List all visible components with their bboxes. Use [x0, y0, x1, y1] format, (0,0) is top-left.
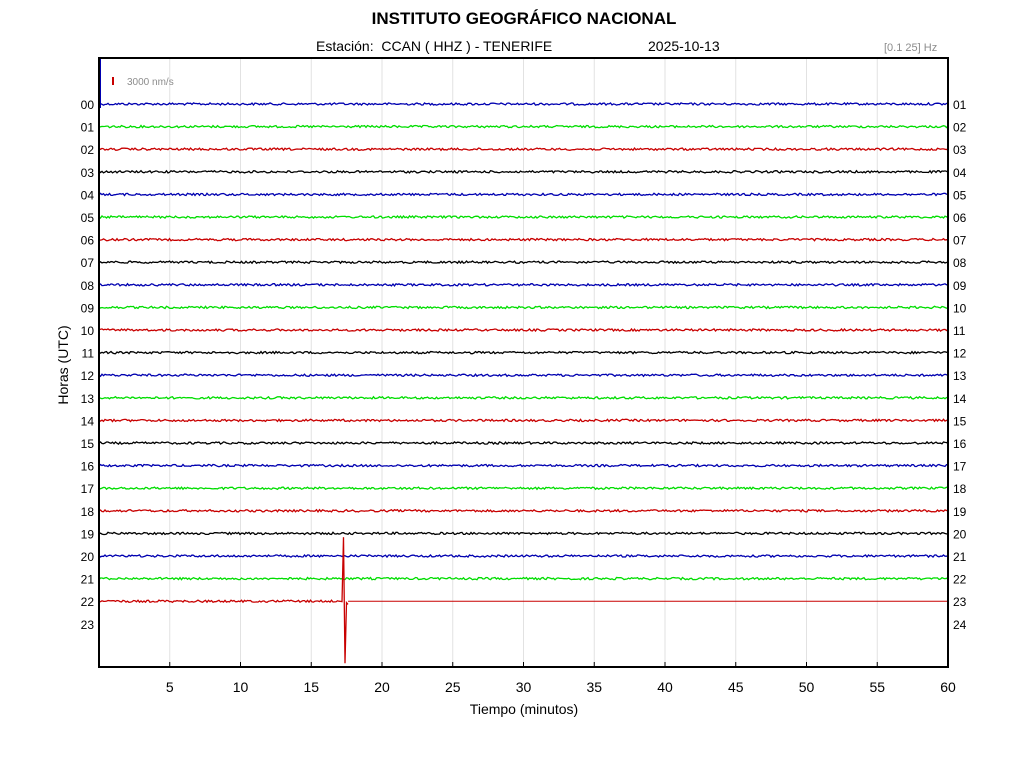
scale-bar-icon [112, 77, 114, 85]
hour-label-left: 07 [81, 256, 95, 270]
hour-label-left: 13 [81, 392, 95, 406]
hour-label-left: 09 [81, 301, 95, 315]
trace-hour-13 [98, 395, 949, 400]
trace-hour-05 [98, 214, 949, 220]
hour-label-left: 23 [81, 618, 95, 632]
trace-hour-00 [98, 101, 949, 107]
x-tick-label: 5 [166, 679, 174, 695]
trace-hour-02 [98, 147, 949, 152]
x-tick-label: 55 [869, 679, 885, 695]
hour-label-right: 04 [953, 166, 967, 180]
hour-label-right: 19 [953, 505, 967, 519]
hour-label-right: 05 [953, 188, 967, 202]
x-tick-label: 45 [728, 679, 744, 695]
trace-hour-18 [98, 508, 949, 514]
trace-hour-16 [98, 463, 948, 468]
hour-label-right: 09 [953, 279, 967, 293]
trace-hour-01 [98, 124, 949, 129]
x-tick-label: 15 [303, 679, 319, 695]
trace-hour-10 [98, 327, 949, 333]
trace-hour-03 [98, 169, 949, 175]
hour-label-right: 06 [953, 211, 967, 225]
x-tick-label: 60 [940, 679, 956, 695]
x-ticks: 5 10 15 20 25 30 35 40 45 50 55 60 [166, 662, 956, 695]
hour-label-left: 04 [81, 188, 95, 202]
x-tick-label: 50 [799, 679, 815, 695]
hour-label-left: 01 [81, 121, 95, 135]
trace-hour-19 [98, 531, 949, 536]
station-info: Estación: CCAN ( HHZ ) - TENERIFE [316, 38, 553, 54]
trace-hour-08 [98, 282, 949, 288]
hour-label-right: 11 [953, 324, 966, 338]
hour-label-right: 16 [953, 437, 967, 451]
record-date: 2025-10-13 [648, 38, 720, 54]
hour-label-left: 08 [81, 279, 95, 293]
trace-hour-12 [98, 373, 949, 378]
trace-hour-14 [98, 418, 949, 423]
x-axis-label: Tiempo (minutos) [470, 701, 578, 717]
trace-hour-11 [98, 350, 949, 355]
hour-label-left: 19 [81, 527, 95, 541]
hour-label-right: 12 [953, 347, 967, 361]
hour-label-right: 22 [953, 573, 967, 587]
hour-label-left: 16 [81, 460, 95, 474]
hour-label-right: 24 [953, 618, 967, 632]
hour-label-left: 21 [81, 573, 95, 587]
hour-label-left: 05 [81, 211, 95, 225]
trace-hour-21 [98, 576, 949, 582]
trace-hour-06 [98, 237, 949, 242]
x-tick-label: 35 [586, 679, 602, 695]
hour-label-right: 18 [953, 482, 967, 496]
hour-label-right: 15 [953, 414, 967, 428]
trace-hour-17 [98, 486, 949, 491]
x-tick-label: 10 [233, 679, 249, 695]
hour-label-right: 10 [953, 301, 967, 315]
hour-label-right: 01 [953, 98, 967, 112]
hour-label-left: 17 [81, 482, 95, 496]
hour-label-right: 13 [953, 369, 967, 383]
hour-label-left: 20 [81, 550, 95, 564]
trace-hour-07 [98, 260, 949, 265]
hour-label-left: 15 [81, 437, 95, 451]
x-tick-label: 40 [657, 679, 673, 695]
x-tick-label: 25 [445, 679, 461, 695]
trace-hour-20 [98, 553, 949, 559]
hour-label-left: 22 [81, 595, 95, 609]
hour-label-right: 03 [953, 143, 967, 157]
x-tick-label: 20 [374, 679, 390, 695]
hour-label-right: 07 [953, 234, 967, 248]
hour-label-right: 23 [953, 595, 967, 609]
hour-label-left: 10 [81, 324, 95, 338]
hour-label-left: 03 [81, 166, 95, 180]
hour-label-left: 02 [81, 143, 95, 157]
grid [169, 58, 878, 667]
hour-label-right: 21 [953, 550, 967, 564]
page-title: INSTITUTO GEOGRÁFICO NACIONAL [371, 9, 677, 28]
hour-label-right: 20 [953, 527, 967, 541]
filter-band: [0.1 25] Hz [884, 42, 938, 54]
hour-label-right: 08 [953, 256, 967, 270]
trace-hour-15 [98, 440, 949, 446]
hour-label-left: 12 [81, 369, 95, 383]
trace-hour-04 [98, 192, 949, 197]
hour-label-left: 06 [81, 234, 95, 248]
trace-hour-09 [98, 305, 949, 310]
hour-label-left: 00 [81, 98, 95, 112]
hour-label-left: 14 [81, 414, 95, 428]
hour-label-right: 02 [953, 121, 967, 135]
trace-hour-22 [98, 537, 349, 664]
hour-label-left: 18 [81, 505, 95, 519]
y-axis-label: Horas (UTC) [55, 325, 71, 404]
traces [98, 58, 949, 664]
hour-labels: 00 01 02 03 04 05 06 07 08 09 10 11 12 13 14 15 16 17 18 19… [81, 98, 967, 632]
hour-label-right: 17 [953, 460, 967, 474]
hour-label-left: 11 [82, 347, 95, 361]
x-tick-label: 30 [516, 679, 532, 695]
scale-label: 3000 nm/s [127, 77, 174, 88]
hour-label-right: 14 [953, 392, 967, 406]
